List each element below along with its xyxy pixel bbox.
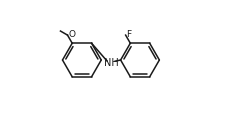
Text: F: F <box>126 30 131 39</box>
Text: NH: NH <box>104 58 118 68</box>
Text: O: O <box>68 30 75 39</box>
